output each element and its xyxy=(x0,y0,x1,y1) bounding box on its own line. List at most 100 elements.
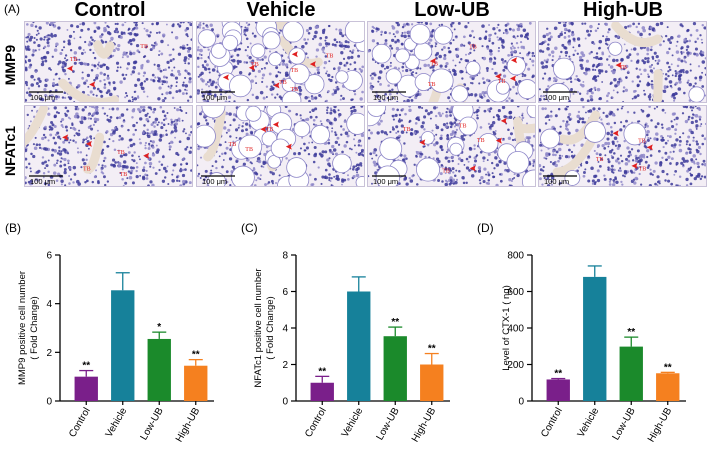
micro-label: TB xyxy=(290,87,298,93)
scale-label: 100 μm xyxy=(202,93,227,102)
arrow-icon xyxy=(495,73,502,80)
arrow-icon xyxy=(62,134,69,141)
x-tick-label: High-UB xyxy=(174,406,203,445)
x-tick-label: Control xyxy=(303,406,329,439)
significance-marker: ** xyxy=(428,344,436,355)
arrow-icon xyxy=(248,64,255,71)
significance-marker: ** xyxy=(554,369,562,380)
micro-label: TB xyxy=(619,65,627,71)
y-axis-label: NFATc1 positive cell number xyxy=(253,268,264,387)
x-tick-label: High-UB xyxy=(646,406,675,445)
significance-marker: * xyxy=(157,322,161,333)
micro-label: TB xyxy=(140,44,148,50)
panel-letter: (D) xyxy=(477,221,494,235)
x-tick-label: Vehicle xyxy=(576,406,602,440)
scale-label: 100 μm xyxy=(30,177,55,186)
chart-nfatc1-fold-change: (C) NFATc1 positive cell number( Fold Cha… xyxy=(241,221,450,445)
arrow-icon xyxy=(615,62,622,69)
x-tick-label: Vehicle xyxy=(104,406,130,440)
micrograph-nfatc1-vehicle: TB TB TB 100 μm xyxy=(196,105,365,187)
y-axis-label: ( Fold Change) xyxy=(265,296,276,359)
bar-high-ub xyxy=(420,364,444,401)
micrograph-nfatc1-low-ub: TB TB TB TB 100 μm xyxy=(367,105,536,187)
row-label-nfatc1: NFATc1 xyxy=(2,125,18,177)
micro-label: TB xyxy=(469,45,477,51)
micro-label: TB xyxy=(477,138,485,144)
panel-letter: (B) xyxy=(5,221,21,235)
bar-low-ub xyxy=(383,336,407,401)
bar-control xyxy=(74,376,98,401)
y-tick-label: 6 xyxy=(46,251,52,262)
micro-label: TB xyxy=(120,172,128,178)
micro-label: TB xyxy=(245,147,253,153)
arrow-icon xyxy=(309,61,316,68)
col-header-high-ub: High-UB xyxy=(583,0,663,21)
y-tick-label: 0 xyxy=(282,397,288,408)
bar-control xyxy=(546,379,570,401)
chart-mmp9-fold-change: (B) MMP9 positive cell number( Fold Chang… xyxy=(5,221,214,445)
bar-high-ub xyxy=(656,373,680,401)
micro-label: TB xyxy=(290,68,298,74)
micro-label: TB xyxy=(638,139,646,145)
micro-label: TB xyxy=(229,142,237,148)
micro-label: TB xyxy=(83,166,91,172)
arrow-icon xyxy=(85,140,92,147)
y-axis-label: Level of CTX-1 ( ng) xyxy=(501,285,512,371)
micro-label: TB xyxy=(442,169,450,175)
x-tick-label: Control xyxy=(539,406,565,439)
significance-marker: ** xyxy=(192,350,200,361)
arrow-icon xyxy=(285,143,292,150)
arrow-icon xyxy=(291,51,298,58)
arrow-icon xyxy=(646,144,653,151)
significance-marker: ** xyxy=(627,327,635,338)
x-tick-label: Low-UB xyxy=(375,406,402,443)
arrow-icon xyxy=(631,162,638,169)
y-tick-label: 800 xyxy=(507,251,524,262)
arrow-icon xyxy=(510,57,517,64)
bar-control xyxy=(310,382,334,401)
x-tick-label: Low-UB xyxy=(139,406,166,443)
col-header-control: Control xyxy=(74,0,146,21)
micro-label: TB xyxy=(430,62,438,68)
col-header-vehicle: Vehicle xyxy=(246,0,316,21)
micro-label: TB xyxy=(279,80,287,86)
arrow-icon xyxy=(500,117,507,124)
scale-label: 100 μm xyxy=(544,93,569,102)
scale-label: 100 μm xyxy=(202,177,227,186)
arrow-icon xyxy=(66,65,73,72)
arrow-icon xyxy=(89,81,96,88)
y-tick-label: 6 xyxy=(282,287,288,298)
arrow-icon xyxy=(509,75,516,82)
micro-label: TB xyxy=(596,157,604,163)
arrow-icon xyxy=(273,82,280,89)
panel-letter: (C) xyxy=(241,221,258,235)
x-tick-label: Vehicle xyxy=(340,406,366,440)
x-tick-label: Low-UB xyxy=(611,406,638,443)
micro-label: TB xyxy=(251,62,259,68)
scale-label: 100 μm xyxy=(544,177,569,186)
bar-vehicle xyxy=(347,291,371,401)
y-axis-label: ( Fold Change) xyxy=(29,296,40,359)
micrograph-nfatc1-high-ub: TB TB TB 100 μm xyxy=(538,105,707,187)
arrow-icon xyxy=(612,130,619,137)
micro-label: TB xyxy=(459,124,467,130)
x-tick-label: High-UB xyxy=(410,406,439,445)
y-tick-label: 200 xyxy=(507,360,524,371)
col-header-low-ub: Low-UB xyxy=(414,0,490,21)
micrograph-mmp9-control: TB TB 100 μm xyxy=(24,21,193,103)
arrow-icon xyxy=(419,139,426,146)
arrow-icon xyxy=(495,137,502,144)
arrow-icon xyxy=(222,74,229,81)
bar-vehicle xyxy=(583,276,607,401)
panel-a-letter: (A) xyxy=(4,2,20,16)
y-axis-label: MMP9 positive cell number xyxy=(17,271,28,385)
significance-marker: ** xyxy=(82,361,90,372)
scale-label: 100 μm xyxy=(373,93,398,102)
bar-vehicle xyxy=(111,290,135,401)
scale-label: 100 μm xyxy=(373,177,398,186)
y-tick-label: 0 xyxy=(518,397,524,408)
scale-label: 100 μm xyxy=(30,93,55,102)
arrow-icon xyxy=(272,121,279,128)
x-tick-label: Control xyxy=(67,406,93,439)
micrograph-mmp9-vehicle: TB TB TB TB TB 100 μm xyxy=(196,21,365,103)
